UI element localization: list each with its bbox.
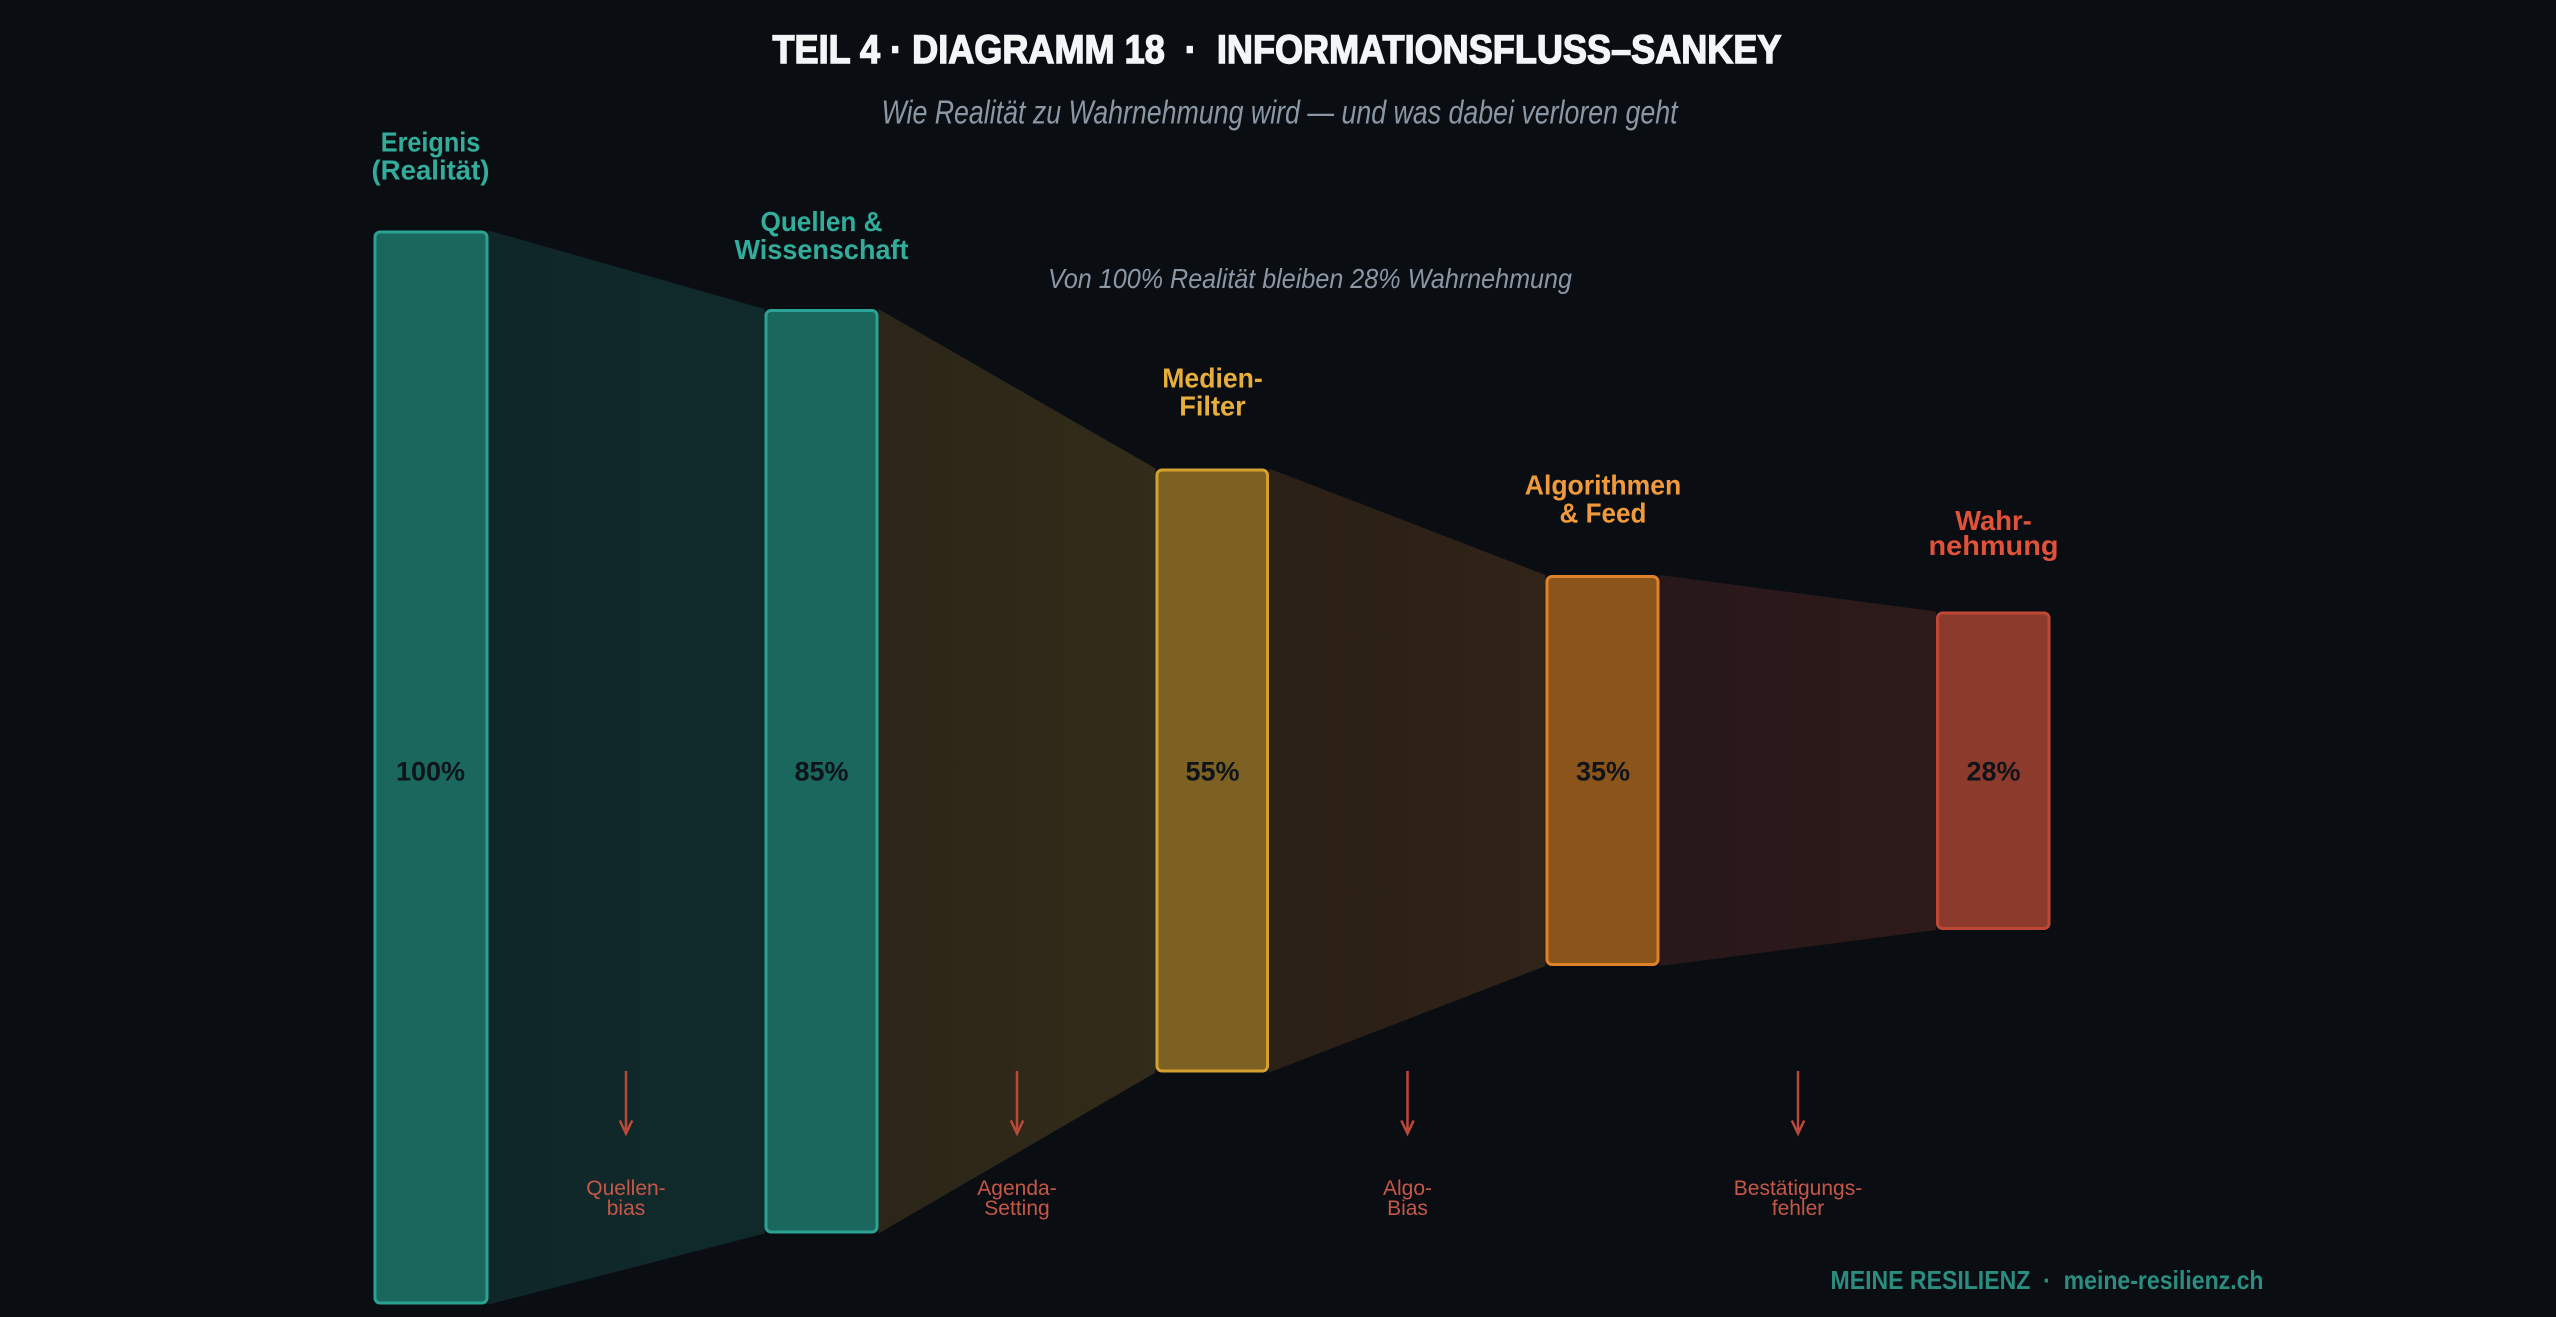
- svg-text:& Feed: & Feed: [1560, 498, 1647, 529]
- svg-text:Von 100% Realität bleiben 28%: Von 100% Realität bleiben 28% Wahrnehmun…: [1048, 263, 1572, 294]
- svg-text:Wissenschaft: Wissenschaft: [735, 234, 909, 265]
- svg-text:Filter: Filter: [1179, 391, 1246, 422]
- svg-text:Algo-: Algo-: [1383, 1177, 1432, 1200]
- svg-text:Setting: Setting: [984, 1197, 1049, 1220]
- svg-text:28%: 28%: [1966, 757, 2020, 787]
- svg-text:35%: 35%: [1576, 757, 1630, 787]
- svg-text:100%: 100%: [396, 757, 465, 787]
- svg-text:Ereignis: Ereignis: [381, 127, 481, 158]
- svg-text:Quellen-: Quellen-: [586, 1177, 665, 1200]
- svg-text:55%: 55%: [1185, 757, 1239, 787]
- svg-text:nehmung: nehmung: [1929, 530, 2059, 561]
- svg-text:85%: 85%: [794, 757, 848, 787]
- svg-text:Wie Realität zu Wahrnehmung wi: Wie Realität zu Wahrnehmung wird — und w…: [882, 94, 1679, 131]
- svg-text:Wahr-: Wahr-: [1955, 505, 2032, 536]
- svg-text:Medien-: Medien-: [1162, 363, 1263, 394]
- svg-text:Agenda-: Agenda-: [977, 1177, 1056, 1200]
- svg-text:bias: bias: [607, 1197, 646, 1220]
- svg-text:Bestätigungs-: Bestätigungs-: [1734, 1177, 1862, 1200]
- svg-text:Bias: Bias: [1387, 1197, 1428, 1220]
- svg-text:fehler: fehler: [1772, 1197, 1825, 1220]
- svg-text:TEIL 4 · DIAGRAMM 18 · INFOR: TEIL 4 · DIAGRAMM 18 · INFORMATIONSFLUSS…: [773, 28, 1782, 72]
- svg-text:Quellen &: Quellen &: [761, 206, 883, 237]
- svg-text:MEINE RESILIENZ · meine-resi: MEINE RESILIENZ · meine-resilienz.ch: [1831, 1265, 2264, 1295]
- svg-text:(Realität): (Realität): [372, 155, 490, 186]
- svg-text:Algorithmen: Algorithmen: [1525, 470, 1682, 501]
